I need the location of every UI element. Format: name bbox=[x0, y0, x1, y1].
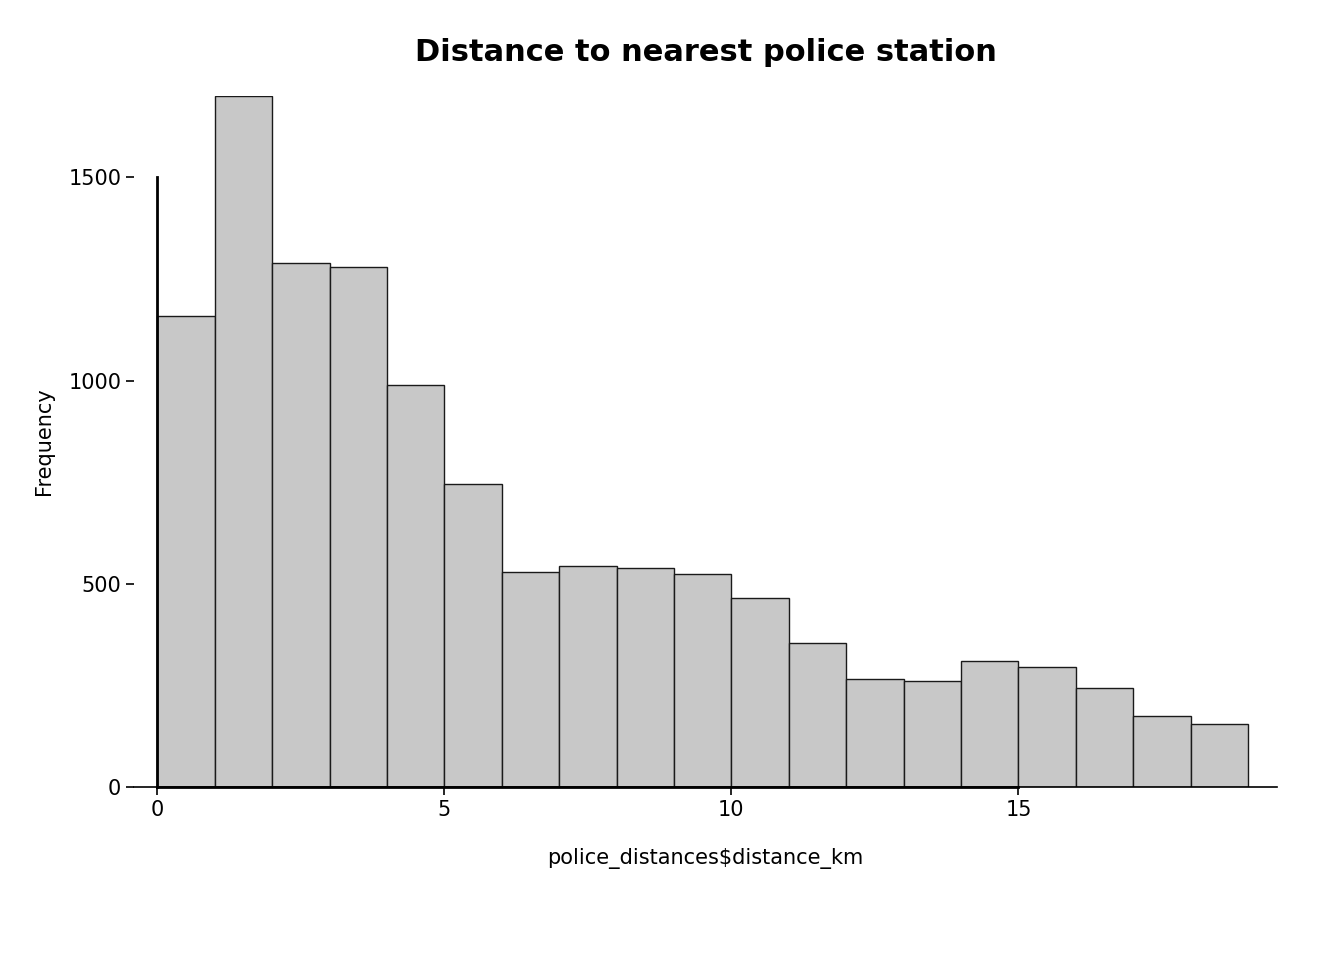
Bar bbox=[731, 598, 789, 787]
Bar bbox=[1077, 687, 1133, 787]
Bar bbox=[215, 96, 273, 787]
Title: Distance to nearest police station: Distance to nearest police station bbox=[415, 38, 996, 67]
Bar bbox=[501, 572, 559, 787]
Bar bbox=[847, 680, 903, 787]
Bar bbox=[157, 316, 215, 787]
Bar bbox=[1191, 724, 1249, 787]
Bar bbox=[445, 484, 501, 787]
Y-axis label: Frequency: Frequency bbox=[35, 388, 54, 495]
Bar bbox=[329, 267, 387, 787]
Bar bbox=[961, 661, 1019, 787]
X-axis label: police_distances$distance_km: police_distances$distance_km bbox=[547, 849, 864, 869]
Bar bbox=[903, 682, 961, 787]
Bar bbox=[387, 385, 445, 787]
Bar bbox=[559, 565, 617, 787]
Bar bbox=[617, 567, 675, 787]
Bar bbox=[675, 574, 731, 787]
Bar bbox=[273, 263, 329, 787]
Bar bbox=[1019, 667, 1077, 787]
Bar bbox=[1133, 716, 1191, 787]
Bar bbox=[789, 643, 847, 787]
